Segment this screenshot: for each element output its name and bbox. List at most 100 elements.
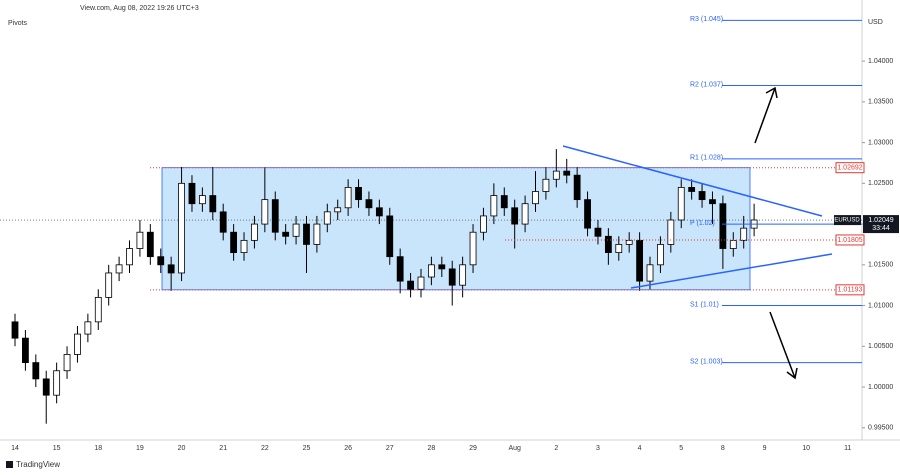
candle-body (427, 264, 435, 278)
candle-body (386, 215, 394, 258)
x-tick-label: 15 (53, 445, 61, 452)
candle-body (84, 321, 92, 335)
pivot-label: R2 (1.037) (690, 81, 723, 88)
candle-body (729, 239, 737, 249)
candle-body (594, 227, 602, 237)
trendline-lower (630, 253, 833, 289)
x-tick-label: 11 (844, 445, 851, 452)
candle-body (709, 199, 716, 205)
candle-body (303, 223, 310, 245)
y-tick-label: 1.00000 (868, 384, 893, 391)
x-tick-label: 18 (94, 445, 102, 452)
candle-body (344, 187, 352, 209)
candle-body (313, 223, 321, 245)
candle-body (511, 207, 519, 225)
level-tag (835, 234, 865, 246)
countdown-label: 33:44 (872, 225, 890, 232)
y-tick-label: 1.03000 (868, 139, 893, 146)
candle-body (688, 187, 696, 192)
y-tick-label: 1.02500 (868, 180, 893, 187)
pivot-label: R1 (1.028) (690, 155, 723, 162)
x-tick-label: 8 (721, 445, 725, 452)
candle-body (365, 199, 373, 209)
pivot-label: S2 (1.003) (690, 358, 723, 365)
candle-body (198, 195, 206, 205)
x-tick-label: 27 (386, 445, 394, 452)
candle-body (698, 191, 706, 201)
candle-body (74, 333, 81, 355)
y-tick-label: 1.03500 (868, 99, 893, 106)
candle-body (261, 199, 269, 225)
x-tick-label: 14 (11, 445, 19, 452)
candle-body (271, 199, 279, 233)
x-tick-label: 22 (261, 445, 269, 452)
candle-body (417, 276, 425, 290)
candle-body (334, 207, 342, 213)
arrow-up (754, 86, 778, 144)
candle-body (615, 244, 623, 253)
pivot-label: R3 (1.045) (690, 16, 723, 23)
pivot-label: S1 (1.01) (690, 301, 719, 308)
y-tick-label: 1.00500 (868, 343, 893, 350)
candle-body (42, 378, 50, 396)
candle-body (94, 297, 102, 323)
candle-body (323, 211, 331, 225)
candle-body (251, 223, 258, 241)
y-tick-label: 1.01000 (868, 302, 893, 309)
arrow-down (769, 311, 798, 380)
trendline-upper (562, 145, 823, 217)
candle-body (677, 187, 685, 221)
candle-body (740, 227, 748, 241)
candle-body (136, 231, 144, 249)
candle-body (521, 203, 529, 225)
x-tick-label: 9 (763, 445, 767, 452)
candle-body (32, 362, 40, 380)
candle-body (490, 195, 498, 217)
symbol-tag (834, 215, 861, 226)
pivot-label: P (1.02) (690, 220, 715, 227)
candle-body (375, 207, 383, 217)
candle-body (636, 239, 643, 282)
candle-body (625, 239, 633, 245)
candle-body (563, 170, 571, 176)
y-tick-label: 0.99500 (868, 425, 893, 432)
x-tick-label: 4 (638, 445, 642, 452)
candle-body (584, 199, 591, 229)
candle-body (22, 337, 29, 363)
x-tick-label: 21 (219, 445, 227, 452)
candle-body (167, 264, 175, 274)
candle-body (719, 203, 727, 249)
x-tick-label: 28 (428, 445, 436, 452)
candle-body (126, 248, 133, 266)
x-tick-label: 29 (469, 445, 477, 452)
level-tag (835, 162, 865, 174)
level-tag (835, 284, 865, 296)
candle-body (282, 231, 290, 237)
x-tick-label: 3 (596, 445, 600, 452)
candle-body (500, 195, 508, 209)
candle-body (532, 191, 539, 205)
y-tick-label: 1.04000 (868, 58, 893, 65)
level-label: 1.01193 (838, 287, 863, 294)
candle-body (105, 272, 113, 298)
candle-body (115, 264, 123, 274)
candle-body (230, 231, 238, 253)
currency: USD (868, 19, 883, 26)
x-tick-label: 26 (344, 445, 352, 452)
y-tick-label: 1.01500 (868, 262, 893, 269)
brand: TradingView (16, 460, 60, 469)
level-label: 1.01805 (837, 237, 862, 244)
marks: R3 (1.045) R2 (1.037) R1 (1.028) P (1.02) S1… (0, 16, 862, 424)
candle-body (53, 370, 61, 396)
candle-body (552, 170, 560, 180)
candle-body (438, 264, 446, 270)
candle-body (178, 182, 185, 274)
candle-body (459, 264, 467, 286)
x-tick-label: 10 (802, 445, 810, 452)
candle-body (63, 354, 71, 372)
indicator-name: Pivots (8, 20, 28, 27)
candle-body (667, 219, 675, 245)
x-tick-label: 19 (136, 445, 144, 452)
candle-body (240, 239, 248, 253)
candle-body (157, 256, 165, 266)
